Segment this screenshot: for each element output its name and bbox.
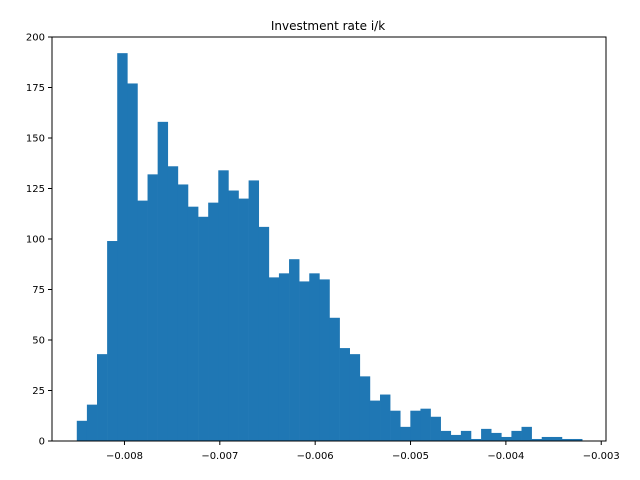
histogram-bars	[76, 53, 583, 442]
histogram-bar	[359, 376, 371, 441]
histogram-bar	[541, 436, 553, 441]
histogram-bar	[208, 202, 219, 441]
histogram-bar	[127, 83, 138, 442]
histogram-bar	[531, 438, 543, 441]
histogram-bar	[329, 317, 340, 441]
histogram-bar	[521, 426, 532, 441]
histogram-bar	[147, 174, 158, 442]
histogram-bar	[278, 273, 290, 441]
histogram-bar	[430, 416, 441, 441]
histogram-bar	[460, 430, 472, 441]
histogram-bar	[76, 420, 88, 441]
histogram-bar	[390, 410, 401, 441]
histogram-bar	[289, 259, 300, 441]
y-tick-label: 100	[26, 235, 45, 246]
histogram-bar	[228, 190, 239, 441]
histogram-bar	[349, 354, 361, 441]
y-tick-label: 75	[32, 285, 45, 296]
chart-title: Investment rate i/k	[271, 19, 385, 33]
y-axis: 0 25 50 75 100 125 150 175 200	[26, 33, 52, 448]
y-tick-label: 50	[32, 336, 45, 347]
histogram-bar	[501, 436, 512, 441]
histogram-bar	[410, 410, 421, 441]
histogram-bar	[218, 170, 229, 441]
plot-frame	[51, 36, 607, 442]
histogram-bar	[369, 400, 381, 441]
histogram-bar	[309, 273, 320, 441]
histogram-bar	[450, 434, 462, 441]
histogram-bar	[86, 404, 98, 441]
histogram-bar	[268, 277, 280, 441]
histogram-bar	[238, 198, 249, 441]
x-tick-label: −0.007	[201, 451, 238, 462]
histogram-bar	[551, 436, 563, 441]
y-tick-label: 150	[26, 134, 45, 145]
histogram-bar	[491, 432, 502, 441]
x-tick-label: −0.004	[487, 451, 524, 462]
histogram-bar	[198, 216, 209, 441]
x-tick-label: −0.003	[583, 451, 620, 462]
y-tick-label: 200	[26, 33, 45, 44]
histogram-bar	[380, 394, 391, 441]
histogram-bar	[299, 281, 310, 441]
histogram-bar	[187, 206, 199, 441]
histogram-bar	[319, 279, 330, 441]
histogram-bar	[339, 348, 350, 441]
histogram-bar	[167, 166, 179, 441]
histogram-bar	[248, 180, 260, 442]
histogram-bar	[157, 121, 169, 441]
histogram-bar	[420, 408, 431, 441]
histogram-bar	[511, 430, 522, 441]
x-axis: −0.008 −0.007 −0.006 −0.005 −0.004 −0.003	[106, 441, 620, 462]
y-tick-label: 175	[26, 83, 45, 94]
histogram-bar	[258, 226, 270, 441]
histogram-bar	[481, 428, 492, 441]
histogram-bar	[572, 438, 583, 441]
histogram-bar	[117, 53, 128, 441]
histogram-bar	[177, 184, 189, 441]
histogram-bar	[97, 354, 108, 441]
histogram-bar	[137, 200, 148, 441]
x-tick-label: −0.006	[297, 451, 334, 462]
x-tick-label: −0.008	[106, 451, 143, 462]
x-tick-label: −0.005	[392, 451, 429, 462]
histogram-bar	[107, 241, 118, 441]
y-tick-label: 0	[39, 437, 45, 448]
histogram-bar	[400, 426, 411, 441]
histogram-bar	[561, 438, 573, 441]
y-tick-label: 25	[32, 386, 45, 397]
histogram-bar	[470, 438, 482, 441]
y-tick-label: 125	[26, 184, 45, 195]
histogram-bar	[440, 430, 452, 441]
